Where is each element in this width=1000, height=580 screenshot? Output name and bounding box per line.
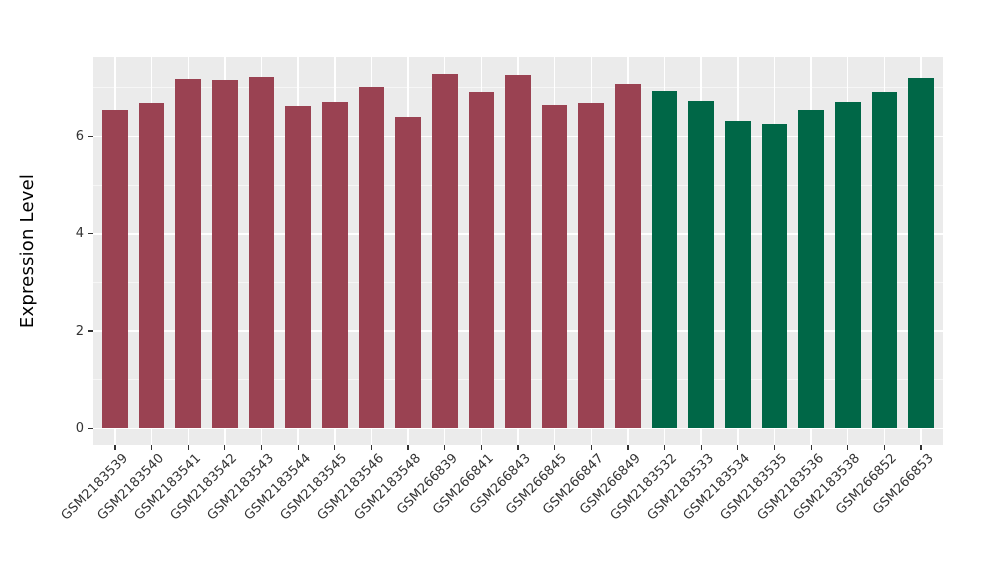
y-tick-mark [87,427,93,429]
y-tick-label: 4 [75,226,84,242]
bar-GSM2183533 [688,100,714,429]
bar-GSM2183544 [285,105,311,429]
x-tick-mark [590,445,592,450]
bar-GSM2183546 [358,86,385,429]
bar-GSM266847 [578,103,605,429]
x-tick-mark [480,445,482,450]
bar-GSM2183540 [138,102,165,429]
x-tick-mark [627,445,629,450]
x-tick-mark [187,445,189,450]
x-tick-mark [700,445,702,450]
x-tick-mark [260,445,263,450]
bar-GSM266852 [871,91,898,429]
bar-GSM2183535 [761,123,788,429]
bar-GSM2183542 [212,80,238,429]
y-tick-mark [87,233,93,235]
bar-GSM266841 [468,92,495,429]
x-tick-mark [407,445,409,450]
bar-GSM2183538 [834,102,861,429]
bar-GSM266849 [615,84,641,429]
x-tick-mark [334,445,336,450]
y-tick-label: 6 [75,129,84,145]
x-tick-mark [444,445,446,450]
bar-GSM266843 [505,75,531,429]
x-tick-mark [737,445,739,450]
bar-GSM2183532 [651,90,678,429]
y-tick-mark [87,135,93,138]
x-tick-mark [883,445,885,450]
y-tick-mark [87,330,93,332]
x-tick-mark [554,445,556,450]
plot-panel [93,57,943,445]
bar-GSM2183534 [725,120,751,429]
x-tick-mark [224,445,226,450]
x-tick-mark [810,445,812,450]
x-tick-mark [370,445,373,450]
x-tick-mark [114,445,116,450]
bar-GSM2183541 [175,79,202,429]
bar-GSM2183536 [798,110,824,429]
bar-GSM266839 [431,73,458,429]
bar-GSM266853 [908,78,934,429]
x-tick-mark [297,445,299,450]
bar-GSM2183539 [102,109,128,429]
y-tick-label: 0 [75,420,84,436]
x-tick-mark [920,445,922,450]
x-tick-mark [773,445,776,450]
x-tick-mark [517,445,519,450]
y-axis-title: Expression Level [17,173,38,329]
x-tick-mark [151,445,153,450]
bar-GSM2183545 [322,102,348,429]
x-tick-mark [663,445,666,450]
bar-GSM2183548 [395,117,421,429]
x-tick-mark [847,445,849,450]
bar-GSM2183543 [248,76,275,429]
bar-GSM266845 [541,105,568,429]
y-tick-label: 2 [75,323,84,339]
